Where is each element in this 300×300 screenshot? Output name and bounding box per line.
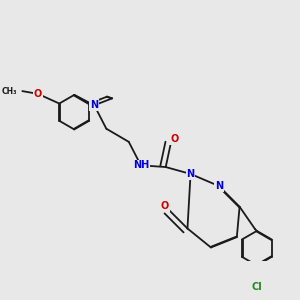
Text: O: O <box>34 89 42 99</box>
Text: NH: NH <box>133 160 149 170</box>
Text: Cl: Cl <box>251 282 262 292</box>
Text: N: N <box>187 169 195 179</box>
Text: N: N <box>90 100 98 110</box>
Text: CH₃: CH₃ <box>2 87 17 96</box>
Text: O: O <box>170 134 178 144</box>
Text: O: O <box>161 201 169 211</box>
Text: N: N <box>215 181 223 191</box>
